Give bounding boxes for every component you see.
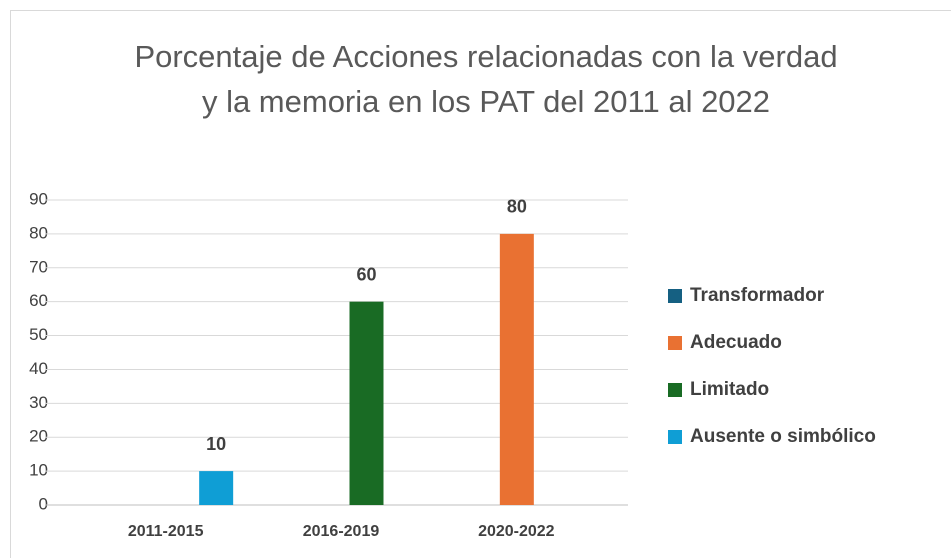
data-label: 10 (206, 434, 226, 454)
x-tick-label: 2020-2022 (478, 523, 555, 540)
y-tick-label: 70 (29, 257, 48, 276)
y-tick-label: 90 (29, 189, 48, 208)
legend-label: Ausente o simbólico (690, 426, 876, 447)
y-tick-label: 50 (29, 325, 48, 344)
legend-swatch (668, 336, 682, 350)
legend-label: Limitado (690, 379, 769, 400)
legend-label: Adecuado (690, 332, 782, 353)
y-tick-label: 40 (29, 359, 48, 378)
legend-swatch (668, 383, 682, 397)
y-tick-label: 20 (29, 427, 48, 446)
data-label: 60 (356, 264, 376, 284)
bar (349, 301, 384, 505)
bar (499, 233, 534, 505)
y-tick-label: 10 (29, 461, 48, 480)
x-tick-label: 2016-2019 (303, 523, 380, 540)
legend-label: Transformador (690, 285, 825, 306)
data-label: 80 (507, 197, 527, 217)
y-tick-label: 30 (29, 393, 48, 412)
y-tick-label: 80 (29, 223, 48, 242)
legend-swatch (668, 289, 682, 303)
x-tick-label: 2011-2015 (128, 523, 204, 540)
y-tick-label: 60 (29, 291, 48, 310)
legend-swatch (668, 430, 682, 444)
chart-border (10, 10, 951, 558)
bar (199, 471, 234, 505)
chart-title: Porcentaje de Acciones relacionadas con … (134, 39, 838, 119)
y-tick-label: 0 (39, 494, 48, 513)
